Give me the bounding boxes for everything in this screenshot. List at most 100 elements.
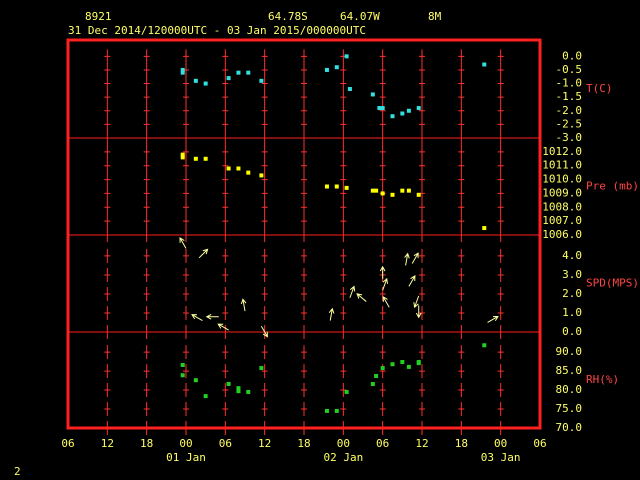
point [406,188,411,193]
grid-cross [183,186,189,201]
grid-cross [497,402,504,417]
grid-cross [301,248,307,263]
y-tick-label: 0.0 [562,325,582,338]
grid-cross [222,90,229,105]
grid-cross [183,345,189,360]
day-label: 01 Jan [166,451,206,464]
x-tick-label: 06 [533,437,546,450]
grid-cross [104,305,111,320]
grid-cross [419,383,425,398]
grid-cross [143,90,150,105]
x-tick-label: 00 [337,437,350,450]
point [406,108,411,113]
point [482,62,487,67]
grid-cross [143,49,150,64]
grid-cross [104,200,111,215]
longitude: 64.07W [340,10,380,23]
x-tick-label: 06 [61,437,74,450]
grid-cross [104,286,111,301]
y-tick-label: -2.0 [556,104,583,117]
grid-cross [379,248,386,263]
grid-cross [458,186,465,201]
grid-cross [379,117,386,132]
grid-cross [183,214,189,229]
grid-cross [497,305,504,320]
grid-cross [104,383,111,398]
grid-cross [261,286,268,301]
grid-cross [419,305,425,320]
wind-arrow [404,252,410,266]
grid-cross [458,200,465,215]
grid-cross [183,117,189,132]
grid-cross [222,214,229,229]
y-tick-label: 1009.0 [542,186,582,199]
grid-cross [340,117,347,132]
point [193,156,198,161]
grid-cross [379,345,386,360]
grid-cross [104,76,111,91]
point [416,106,421,111]
grid-cross [497,90,504,105]
grid-cross [183,76,189,91]
grid-cross [104,214,111,229]
grid-cross [458,345,465,360]
wind-arrow [411,252,419,264]
grid-cross [379,402,386,417]
point [344,389,349,394]
point [334,408,339,413]
grid-cross [261,172,268,187]
wind-arrow [240,298,247,312]
grid-cross [419,103,425,118]
grid-cross [458,49,465,64]
grid-cross [261,248,268,263]
grid-cross [261,345,268,360]
grid-cross [104,186,111,201]
grid-cross [458,144,465,159]
grid-cross [379,76,386,91]
point [193,378,198,383]
grid-cross [143,200,150,215]
y-tick-label: 85.0 [556,364,583,377]
grid-cross [301,383,307,398]
grid-cross [458,172,465,187]
x-tick-label: 00 [494,437,507,450]
wind-arrow [349,285,356,298]
grid-cross [340,144,347,159]
grid-cross [301,186,307,201]
grid-cross [458,305,465,320]
grid-cross [497,286,504,301]
grid-cross [143,103,150,118]
grid-cross [261,117,268,132]
x-tick-label: 00 [179,437,192,450]
point [193,78,198,83]
y-tick-label: 90.0 [556,345,583,358]
grid-cross [379,90,386,105]
grid-cross [458,158,465,173]
grid-cross [222,200,229,215]
point [226,381,231,386]
grid-cross [183,90,189,105]
latitude: 64.78S [268,10,308,23]
grid-cross [340,200,347,215]
grid-cross [458,383,465,398]
grid-cross [143,364,150,379]
y-tick-label: -0.5 [556,63,583,76]
wind-arrow [179,237,187,249]
point [203,394,208,399]
point [334,184,339,189]
grid-cross [183,158,189,173]
point [347,87,352,91]
y-tick-label: 75.0 [556,402,583,415]
point [370,92,375,97]
point [180,155,185,160]
y-tick-label: 1012.0 [542,145,582,158]
point [334,65,339,70]
point [344,185,349,190]
wind-arrow [217,323,229,331]
point [236,389,241,394]
wind-arrow [382,277,389,291]
point [400,188,405,193]
grid-cross [497,49,504,64]
grid-cross [301,172,307,187]
grid-cross [379,62,386,77]
